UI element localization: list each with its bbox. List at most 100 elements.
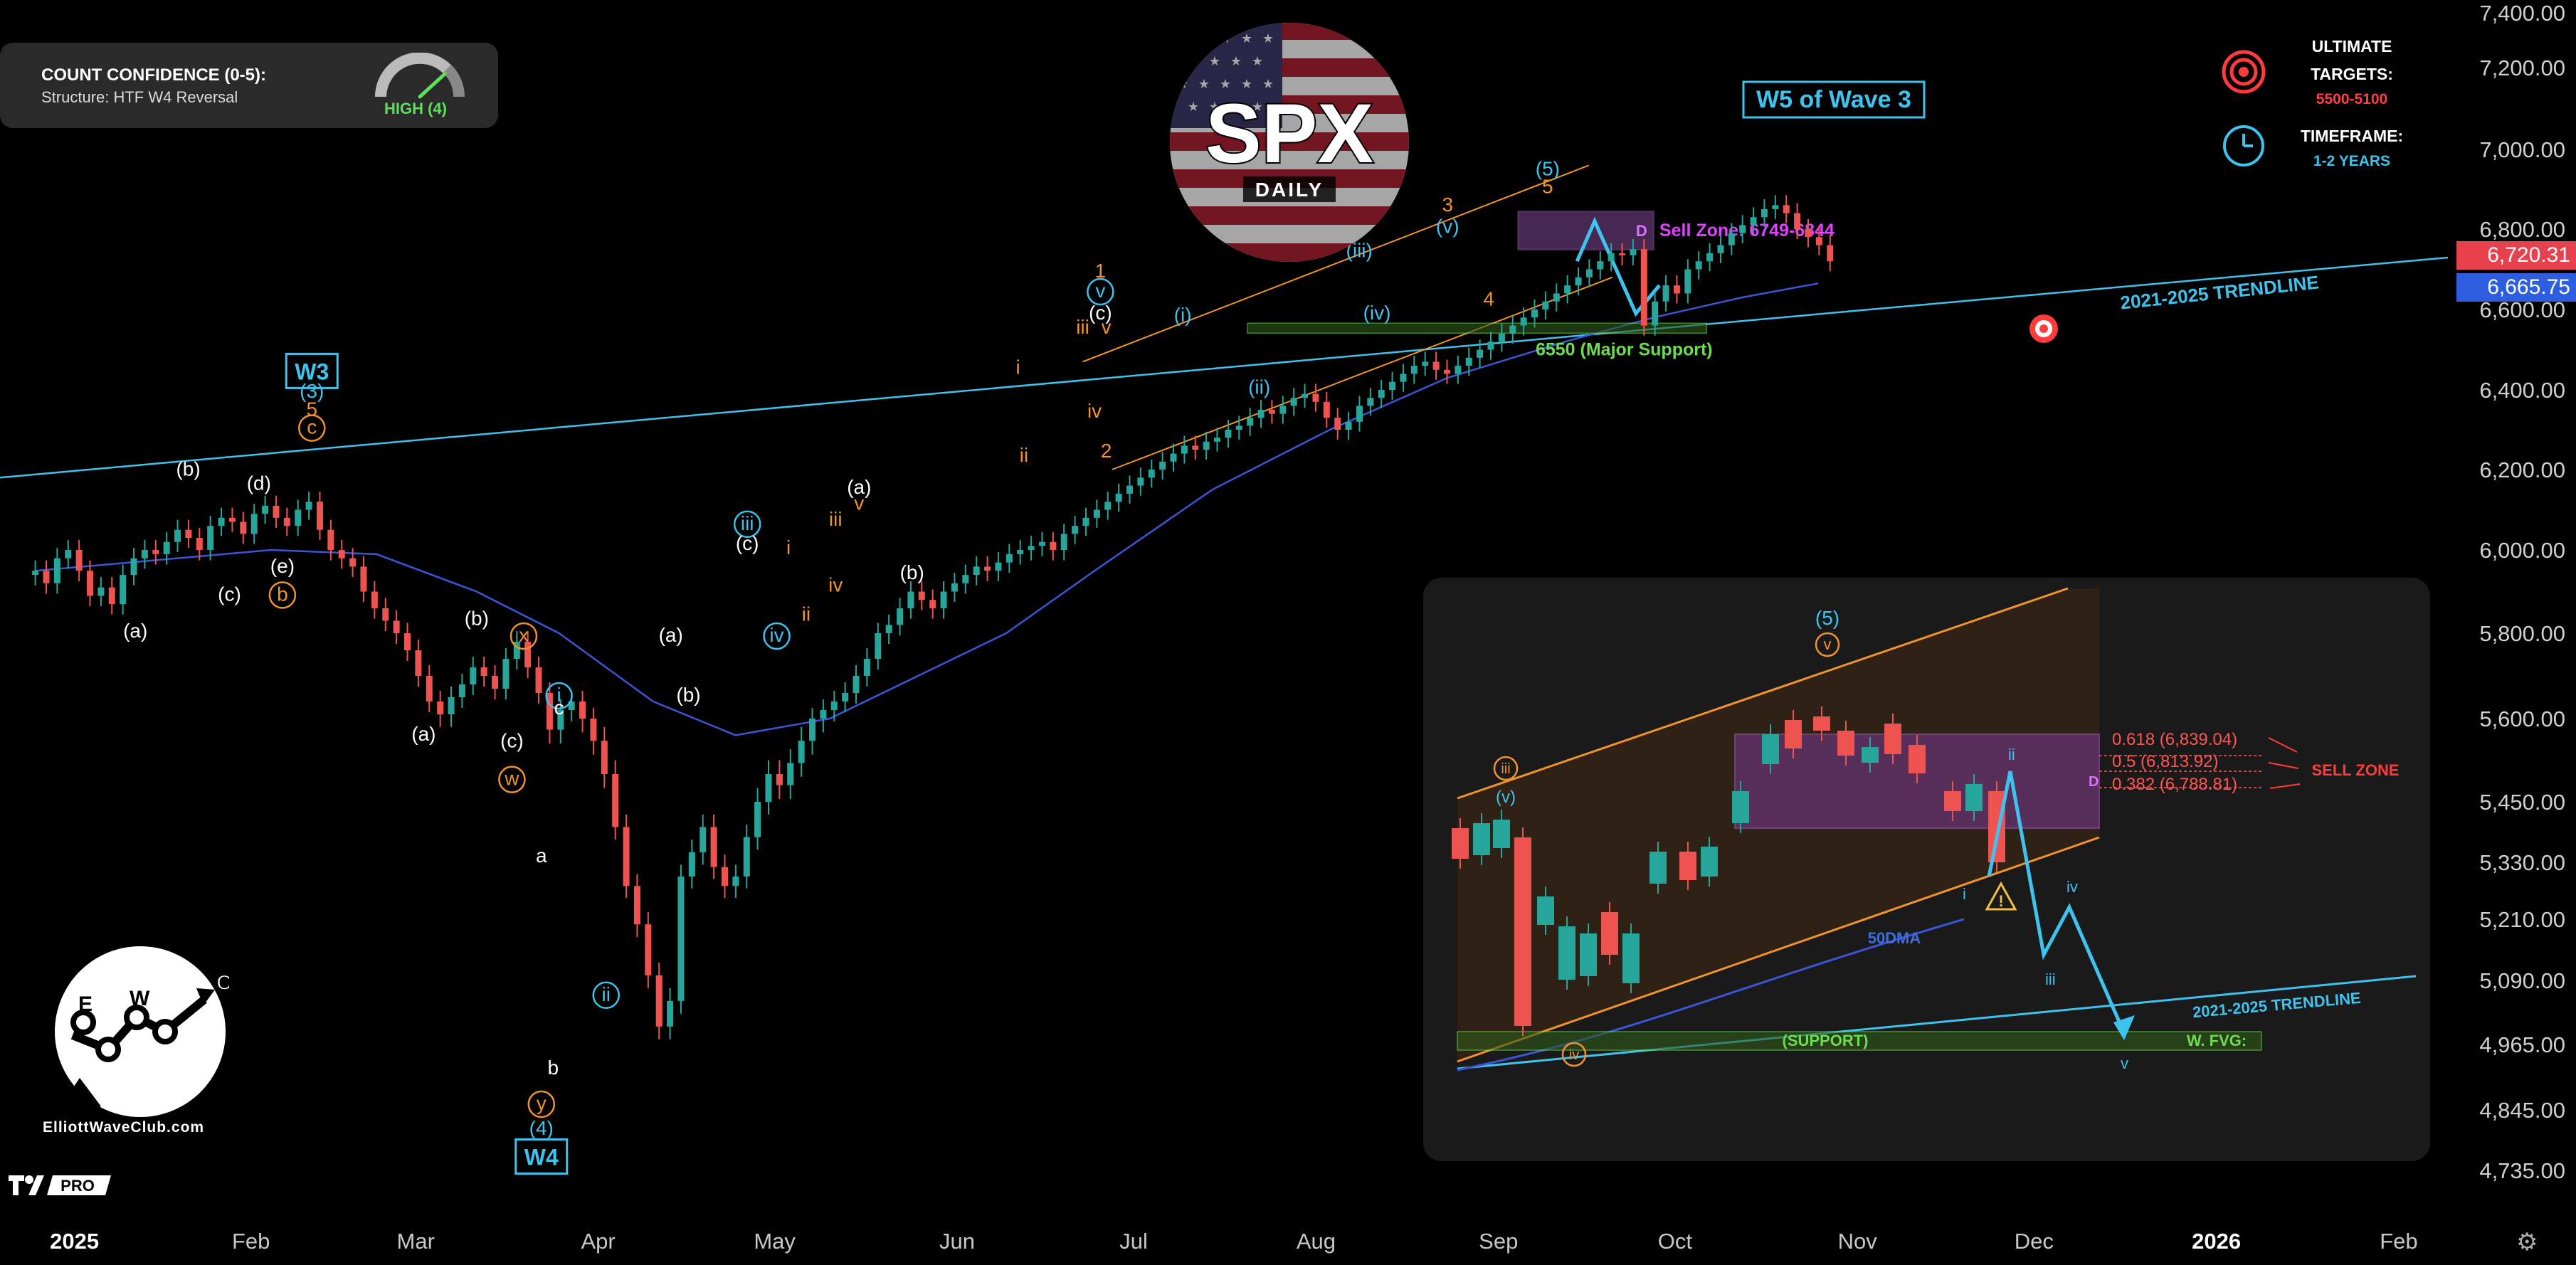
- candle: [218, 517, 225, 526]
- panel-title: COUNT CONFIDENCE (0-5):: [41, 65, 266, 85]
- wave-label: (a): [847, 476, 871, 498]
- candle: [426, 676, 433, 702]
- x-tick-label: Jun: [939, 1229, 975, 1254]
- candle: [677, 877, 685, 1001]
- target-marker-core: [2039, 324, 2048, 333]
- y-tick-label: 5,090.00: [2479, 968, 2565, 993]
- inset-candle: [1884, 724, 1901, 754]
- svg-text:★: ★: [1241, 77, 1252, 91]
- candle: [1805, 229, 1812, 238]
- y-tick-label: 4,965.00: [2479, 1032, 2565, 1057]
- candle: [1389, 381, 1396, 390]
- y-tick-label: 5,330.00: [2479, 850, 2565, 875]
- candle: [97, 587, 105, 596]
- wave-box: [514, 1138, 569, 1175]
- candle: [1268, 410, 1275, 414]
- svg-text:iv: iv: [2066, 878, 2078, 896]
- inset-candle: [1649, 852, 1667, 884]
- targets-value: 5500-5100: [2316, 91, 2388, 107]
- svg-text:★: ★: [1252, 54, 1263, 68]
- svg-text:★: ★: [1177, 31, 1188, 46]
- pro-badge-label: PRO: [60, 1177, 95, 1195]
- warning-icon: !: [1985, 881, 2017, 911]
- candle: [962, 575, 969, 583]
- candle: [1214, 438, 1221, 442]
- candle: [1585, 269, 1593, 277]
- wave-label: (c): [1089, 302, 1112, 324]
- svg-text:iii: iii: [1501, 761, 1510, 777]
- candle: [524, 642, 532, 667]
- ticker-title: SPX: [1205, 87, 1373, 181]
- candle: [437, 702, 444, 714]
- target-icon: [2222, 50, 2266, 94]
- candle: [1400, 374, 1407, 382]
- wave-label: (5): [1536, 157, 1560, 179]
- wave-circle: [298, 414, 326, 442]
- candle: [820, 710, 827, 719]
- candle: [776, 774, 783, 785]
- candle: [295, 509, 302, 526]
- candle: [1597, 261, 1604, 270]
- ma-price-tag: 6,665.75: [2456, 273, 2576, 302]
- y-tick-label: 7,000.00: [2479, 137, 2565, 162]
- channel-upper: [1082, 164, 1590, 363]
- candle: [1739, 225, 1746, 233]
- inset-candle: [1965, 784, 1983, 811]
- candle: [502, 659, 510, 689]
- candle: [754, 802, 761, 837]
- inset-d-label: D: [2089, 774, 2099, 790]
- fib-618: 0.618 (6,839.04): [2112, 730, 2237, 749]
- inset-ma-label: 50DMA: [1868, 929, 1921, 947]
- wave-circle: [268, 581, 297, 609]
- wave-label: w: [504, 768, 519, 790]
- support-zone: [1247, 322, 1707, 334]
- candle: [579, 702, 586, 719]
- wave-label: iii: [829, 508, 843, 530]
- gauge-label: HIGH (4): [384, 100, 447, 117]
- candle: [557, 710, 564, 730]
- candle: [1652, 301, 1659, 326]
- candle: [1684, 269, 1691, 294]
- timeframe-legend: TIMEFRAME: 1-2 YEARS: [2270, 127, 2434, 170]
- wave-label: (b): [900, 561, 924, 583]
- candle: [349, 558, 357, 567]
- inset-candle: [1558, 926, 1575, 980]
- candle: [316, 502, 323, 530]
- x-tick-label: 2026: [2192, 1229, 2241, 1254]
- candle: [228, 517, 236, 522]
- timeframe-value: 1-2 YEARS: [2313, 153, 2391, 169]
- candle: [1126, 485, 1133, 494]
- tv-pro-badge: PRO: [9, 1175, 111, 1195]
- wave-label: (3): [300, 380, 324, 402]
- y-tick-label: 5,600.00: [2479, 706, 2565, 731]
- wave-label: (a): [659, 624, 683, 646]
- candle: [1640, 249, 1647, 326]
- svg-text:★: ★: [1188, 100, 1199, 114]
- timeframe-subtitle: DAILY: [1255, 179, 1324, 201]
- y-tick-label: 4,845.00: [2479, 1098, 2565, 1123]
- candle: [163, 541, 170, 554]
- candle: [1082, 517, 1089, 526]
- candle: [897, 608, 904, 625]
- candle: [207, 526, 214, 550]
- wave-label: 2: [1101, 440, 1112, 462]
- candle: [480, 667, 487, 676]
- y-tick-label: 6,200.00: [2479, 457, 2565, 482]
- wave-label: (b): [176, 457, 200, 480]
- candle: [1038, 541, 1045, 546]
- inset-candle: [1732, 791, 1749, 823]
- wave-label: i: [556, 684, 561, 706]
- logo-letter-e: E: [78, 993, 93, 1016]
- x-tick-label: Nov: [1838, 1229, 1878, 1254]
- candle: [470, 667, 477, 684]
- inset-candle: [1580, 933, 1597, 976]
- candle: [798, 741, 805, 763]
- wave-label: (iv): [1363, 302, 1391, 324]
- candle: [108, 587, 115, 605]
- candle: [1235, 425, 1242, 430]
- y-tick-label: 7,200.00: [2479, 55, 2565, 80]
- wave-label: v: [1102, 316, 1112, 338]
- settings-gear-icon[interactable]: ⚙: [2516, 1229, 2538, 1256]
